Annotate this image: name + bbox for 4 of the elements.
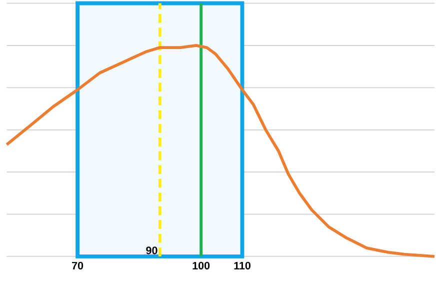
x-tick-label: 70 xyxy=(72,262,84,270)
x-tick-label: 110 xyxy=(234,262,250,270)
ref-line-label: 90 xyxy=(146,246,158,254)
x-tick-label: 100 xyxy=(192,262,210,270)
